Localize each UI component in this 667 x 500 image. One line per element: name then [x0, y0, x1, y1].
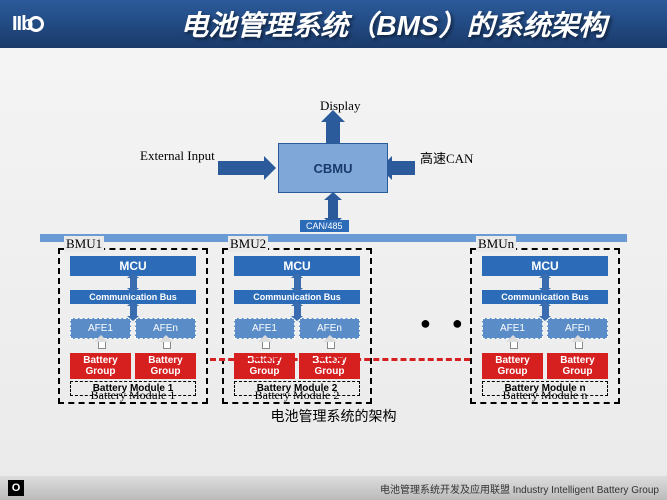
battery-group: Battery Group: [299, 353, 360, 379]
bmun-label: BMUn: [476, 236, 516, 252]
caption: 电池管理系统的架构: [0, 406, 667, 426]
bmu-1: BMU1 MCU Communication Bus AFE1AFEn Batt…: [58, 248, 208, 404]
arrow-display: [326, 120, 340, 143]
bi-icon: [130, 278, 137, 288]
page-title: 电池管理系统（BMS）的系统架构: [120, 4, 667, 44]
battery-group: Battery Group: [482, 353, 543, 379]
can-label: 高速CAN: [420, 148, 473, 167]
battery-group: Battery Group: [234, 353, 295, 379]
external-input-label: External Input: [140, 148, 215, 164]
battery-group: Battery Group: [70, 353, 131, 379]
bi-icon: [130, 306, 137, 316]
footer-o-icon: O: [8, 480, 24, 496]
footer-text: 电池管理系统开发及应用联盟 Industry Intelligent Batte…: [380, 481, 659, 496]
red-dash-line: [210, 358, 470, 361]
bm-outer-1: Battery Module 1: [58, 388, 208, 403]
arrow-can: [390, 161, 415, 175]
bm-outer-2: Battery Module 2: [222, 388, 372, 403]
bm-outer-n: Battery Module n: [470, 388, 620, 403]
bi-icon: [542, 278, 549, 288]
cbmu-box: CBMU: [278, 143, 388, 193]
up-arrow-icon: [482, 341, 543, 351]
diagram: Display External Input 高速CAN CBMU CAN/48…: [0, 48, 667, 428]
logo: IIb: [12, 13, 44, 36]
bi-icon: [294, 278, 301, 288]
bmu-n: BMUn MCU Communication Bus AFE1AFEn Batt…: [470, 248, 620, 404]
bmu2-label: BMU2: [228, 236, 268, 252]
bmu-2: BMU2 MCU Communication Bus AFE1AFEn Batt…: [222, 248, 372, 404]
bi-icon: [294, 306, 301, 316]
arrow-cbmu-bus: [328, 200, 338, 218]
up-arrow-icon: [70, 341, 131, 351]
up-arrow-icon: [299, 341, 360, 351]
footer: O 电池管理系统开发及应用联盟 Industry Intelligent Bat…: [0, 476, 667, 500]
up-arrow-icon: [234, 341, 295, 351]
arrow-external: [218, 161, 266, 175]
bi-icon: [542, 306, 549, 316]
bmu1-label: BMU1: [64, 236, 104, 252]
can485-label: CAN/485: [300, 220, 349, 232]
bus-bar: [40, 234, 627, 242]
battery-group: Battery Group: [135, 353, 196, 379]
up-arrow-icon: [547, 341, 608, 351]
battery-group: Battery Group: [547, 353, 608, 379]
header: IIb 电池管理系统（BMS）的系统架构: [0, 0, 667, 48]
up-arrow-icon: [135, 341, 196, 351]
